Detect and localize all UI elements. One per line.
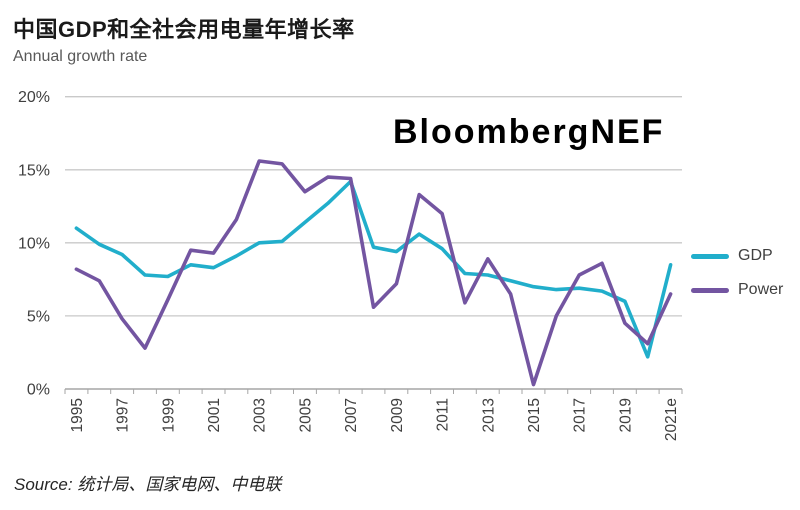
source-text: 统计局、国家电网、中电联 xyxy=(72,475,282,494)
y-axis-label: 20% xyxy=(18,89,50,106)
x-axis-label: 2021e xyxy=(663,398,680,441)
axis-unit-subtitle: Annual growth rate xyxy=(13,48,148,65)
x-axis-label: 2009 xyxy=(389,398,406,432)
x-axis-label: 2003 xyxy=(252,398,269,432)
y-axis-label: 15% xyxy=(18,162,50,179)
source-prefix: Source: xyxy=(14,475,73,494)
y-axis-label: 0% xyxy=(27,382,50,399)
legend-label-power: Power xyxy=(738,281,784,298)
series-line-gdp xyxy=(74,179,673,359)
series-line-power xyxy=(74,159,673,387)
x-axis-label: 2015 xyxy=(526,398,543,432)
page-title: 中国GDP和全社会用电量年增长率 xyxy=(13,17,355,42)
x-axis-label: 1999 xyxy=(160,398,177,432)
y-axis-label: 5% xyxy=(27,308,50,325)
legend-item-power: Power xyxy=(691,281,783,299)
y-axis-label: 10% xyxy=(18,235,50,252)
source-note: Source: 统计局、国家电网、中电联 xyxy=(14,470,281,495)
legend-item-gdp: GDP xyxy=(691,247,783,265)
x-axis-label: 1995 xyxy=(69,398,86,432)
x-axis-label: 2017 xyxy=(572,398,589,432)
x-axis-label: 1997 xyxy=(115,398,132,432)
x-axis-label: 2011 xyxy=(435,398,452,431)
legend-swatch-gdp xyxy=(691,253,729,259)
x-axis-label: 2005 xyxy=(297,398,314,432)
x-axis-label: 2007 xyxy=(343,398,360,432)
bloombergnef-watermark: BloombergNEF xyxy=(393,113,665,151)
x-axis-label: 2013 xyxy=(480,398,497,432)
legend-swatch-power xyxy=(691,287,729,293)
legend: GDP Power xyxy=(691,247,783,299)
x-axis-label: 2001 xyxy=(206,398,223,432)
legend-label-gdp: GDP xyxy=(738,247,773,264)
x-axis-label: 2019 xyxy=(617,398,634,432)
